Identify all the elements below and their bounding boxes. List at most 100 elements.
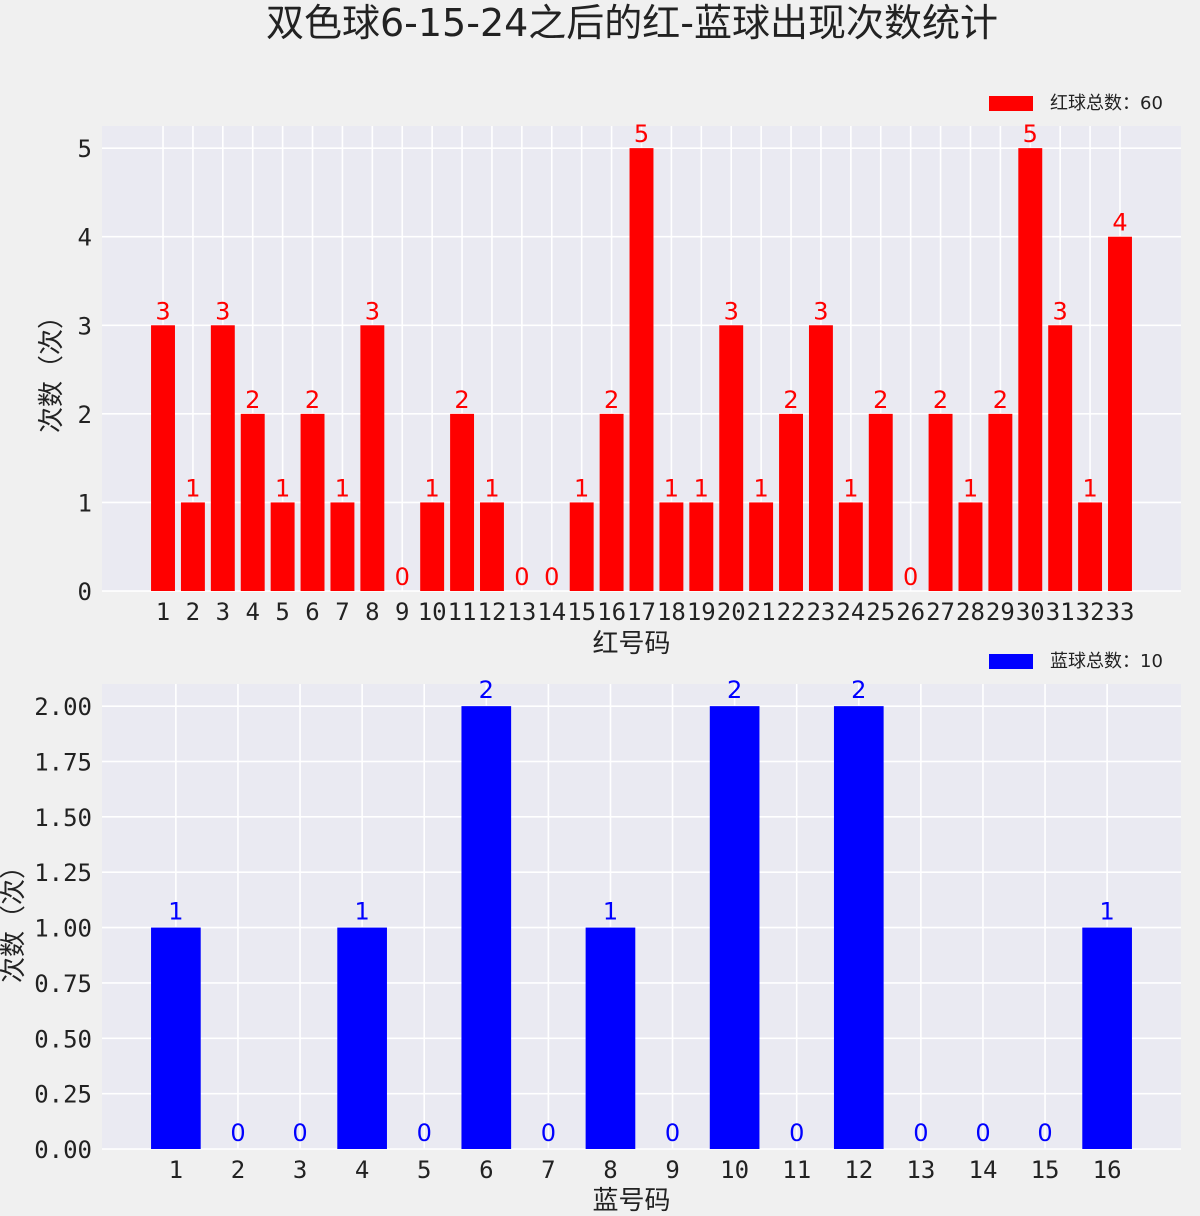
y-tick-label: 1	[78, 489, 92, 517]
legend-label: 蓝球总数：10	[1050, 651, 1163, 672]
bar	[569, 502, 594, 591]
legend-swatch	[989, 96, 1033, 111]
bar-value-label: 0	[903, 563, 918, 591]
bar-value-label: 2	[454, 386, 469, 414]
x-tick-label: 20	[717, 598, 746, 626]
x-tick-label: 13	[906, 1156, 935, 1184]
x-tick-label: 27	[926, 598, 955, 626]
x-tick-label: 9	[395, 598, 409, 626]
x-tick-label: 17	[627, 598, 656, 626]
bar	[210, 325, 235, 591]
y-tick-label: 0.75	[34, 970, 92, 998]
bar-value-label: 0	[975, 1119, 990, 1147]
x-tick-label: 5	[275, 598, 289, 626]
bar-value-label: 5	[1023, 120, 1038, 148]
x-tick-label: 30	[1016, 598, 1045, 626]
x-tick-label: 12	[844, 1156, 873, 1184]
x-tick-label: 10	[720, 1156, 749, 1184]
bar-value-label: 1	[963, 474, 978, 502]
bar-value-label: 0	[514, 563, 529, 591]
legend: 红球总数：60	[989, 93, 1163, 114]
bar	[180, 502, 205, 591]
y-tick-label: 2	[78, 401, 92, 429]
bar	[1018, 148, 1043, 591]
bar	[599, 413, 624, 591]
x-tick-label: 28	[956, 598, 985, 626]
bar-value-label: 0	[789, 1119, 804, 1147]
bar-value-label: 1	[664, 474, 679, 502]
bar	[928, 413, 953, 591]
x-axis-label: 蓝号码	[592, 1186, 670, 1216]
bar	[958, 502, 983, 591]
bar	[240, 413, 265, 591]
x-tick-label: 3	[293, 1156, 307, 1184]
bar-value-label: 1	[753, 474, 768, 502]
bar-value-label: 2	[993, 386, 1008, 414]
bar	[330, 502, 355, 591]
bar-value-label: 4	[1112, 209, 1127, 237]
x-tick-label: 7	[335, 598, 349, 626]
x-tick-label: 26	[896, 598, 925, 626]
bar-value-label: 2	[479, 676, 494, 704]
y-tick-label: 4	[78, 224, 92, 252]
bar-value-label: 3	[1053, 297, 1068, 325]
bar-value-label: 1	[168, 898, 183, 926]
x-tick-label: 2	[231, 1156, 245, 1184]
bar-value-label: 0	[417, 1119, 432, 1147]
x-tick-label: 23	[806, 598, 835, 626]
bar-value-label: 1	[354, 898, 369, 926]
plot-area	[102, 684, 1181, 1149]
bar-value-label: 0	[544, 563, 559, 591]
x-tick-label: 1	[156, 598, 170, 626]
y-tick-label: 1.25	[34, 859, 92, 887]
bar	[1078, 502, 1103, 591]
bar	[988, 413, 1013, 591]
y-tick-label: 1.75	[34, 749, 92, 777]
bar-value-label: 5	[634, 120, 649, 148]
x-tick-label: 19	[687, 598, 716, 626]
x-tick-label: 16	[597, 598, 626, 626]
bar-value-label: 0	[395, 563, 410, 591]
bar	[689, 502, 714, 591]
y-tick-label: 1.00	[34, 915, 92, 943]
x-tick-label: 6	[479, 1156, 493, 1184]
x-tick-label: 1	[169, 1156, 183, 1184]
bar	[779, 413, 803, 591]
bar	[1082, 927, 1132, 1149]
y-tick-label: 0.50	[34, 1025, 92, 1053]
bar-value-label: 2	[305, 386, 320, 414]
bar-value-label: 2	[873, 386, 888, 414]
bar-value-label: 0	[665, 1119, 680, 1147]
bar	[270, 502, 295, 591]
x-tick-label: 11	[782, 1156, 811, 1184]
x-tick-label: 3	[216, 598, 230, 626]
bar-value-label: 2	[245, 386, 260, 414]
x-tick-label: 9	[665, 1156, 679, 1184]
bar-value-label: 0	[292, 1119, 307, 1147]
x-tick-label: 15	[1031, 1156, 1060, 1184]
bar-value-label: 3	[215, 297, 230, 325]
bar	[151, 927, 201, 1149]
bar-value-label: 0	[1037, 1119, 1052, 1147]
bar-value-label: 1	[484, 474, 499, 502]
bar	[838, 502, 863, 591]
bar	[868, 413, 893, 591]
x-tick-label: 4	[245, 598, 259, 626]
x-tick-label: 5	[417, 1156, 431, 1184]
y-tick-label: 0.00	[34, 1136, 92, 1164]
x-tick-label: 33	[1106, 598, 1135, 626]
bar-value-label: 1	[185, 474, 200, 502]
x-tick-label: 11	[448, 598, 477, 626]
x-tick-label: 14	[969, 1156, 998, 1184]
bar	[719, 325, 744, 591]
x-tick-label: 31	[1046, 598, 1075, 626]
bar	[629, 148, 654, 591]
bar-value-label: 0	[913, 1119, 928, 1147]
x-tick-label: 14	[537, 598, 566, 626]
bar	[659, 502, 684, 591]
y-axis-label: 次数（次）	[0, 853, 29, 983]
x-tick-label: 8	[365, 598, 379, 626]
x-tick-label: 29	[986, 598, 1015, 626]
